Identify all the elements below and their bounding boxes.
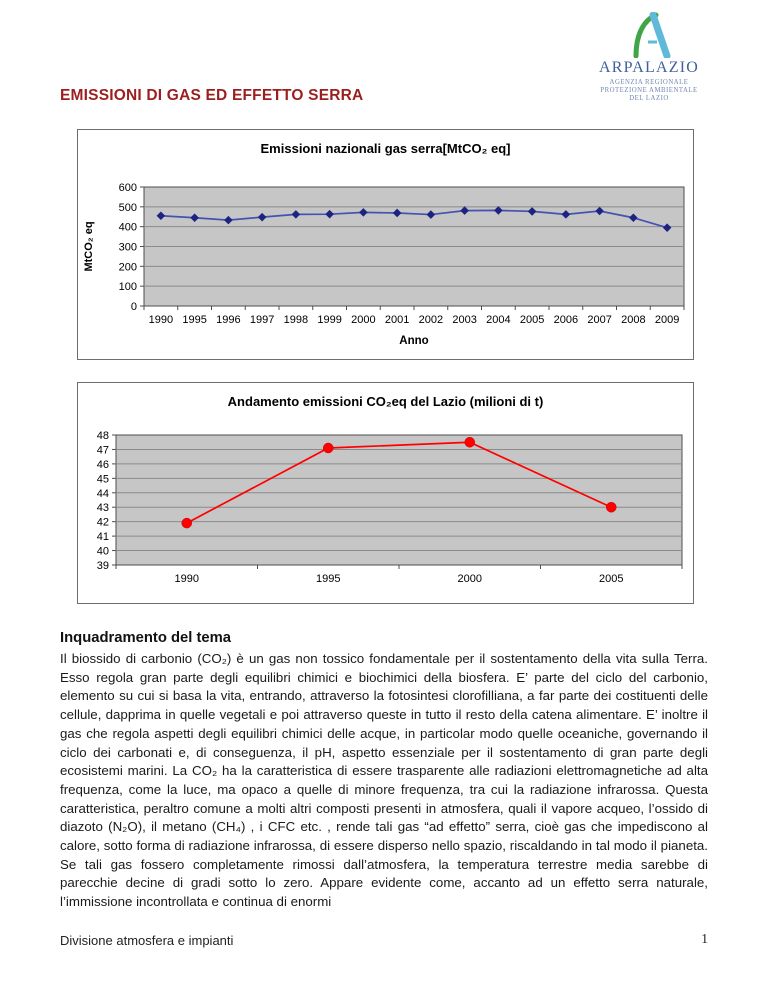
x-tick-label: 1999 [317,314,341,326]
y-tick-label: 200 [119,261,137,273]
x-tick-label: 1997 [250,314,274,326]
data-point-marker [190,213,199,223]
x-tick-label: 2005 [599,573,623,585]
x-tick-label: 1995 [182,314,206,326]
y-tick-label: 44 [97,488,109,500]
data-point-marker [156,211,166,221]
data-point-marker [606,501,617,513]
logo-subtitle-line: DEL LAZIO [629,95,669,102]
y-tick-label: 47 [97,444,109,456]
logo-subtitle-line: PROTEZIONE AMBIENTALE [600,87,698,94]
section-heading: Inquadramento del tema [60,630,232,646]
footer-division-label: Divisione atmosfera e impianti [60,933,234,948]
arpalazio-logo: ARPALAZIO AGENZIA REGIONALE PROTEZIONE A… [588,12,710,103]
x-tick-label: 2009 [655,314,679,326]
x-tick-label: 1998 [284,314,308,326]
x-tick-label: 1990 [149,314,173,326]
data-point-marker [291,210,301,219]
y-tick-label: 600 [119,182,137,194]
chart-line [186,441,612,524]
plot-area [115,434,683,566]
y-tick-label: 43 [97,502,109,514]
data-point-marker [392,208,402,218]
chart-title: Emissioni nazionali gas serra[MtCO₂ eq] [260,141,511,156]
x-tick-label: 2005 [520,314,544,326]
national-emissions-plot: 0 100 200 300 400 500 600 1990 1995 1996 1997 1998 1… [83,182,685,326]
section-body-text: Il biossido di carbonio (CO₂) è un gas n… [60,651,708,910]
x-tick-label: 1990 [175,573,199,585]
y-tick-label: 46 [97,459,109,471]
arpalazio-a-icon [633,12,671,58]
y-tick-label: 400 [119,222,137,234]
data-point-marker [629,213,638,223]
x-tick-label: 1996 [216,314,240,326]
y-tick-label: 40 [97,546,109,558]
x-tick-label: 2002 [419,314,443,326]
data-point-marker [595,206,604,216]
chart-title: Andamento emissioni CO₂eq del Lazio (mil… [227,394,544,409]
logo-wordmark: ARPALAZIO [599,59,699,76]
x-tick-label: 1995 [316,573,340,585]
y-tick-label: 300 [119,242,137,254]
y-tick-label: 0 [131,301,137,313]
page-title: EMISSIONI DI GAS ED EFFETTO SERRA [60,87,364,104]
x-axis-title: Anno [399,335,429,347]
data-point-marker [662,223,672,232]
y-tick-label: 100 [119,281,137,293]
page-number: 1 [701,931,708,946]
y-tick-label: 42 [97,517,109,529]
data-point-marker [257,212,267,222]
lazio-emissions-plot: 39 40 41 42 43 44 45 46 47 48 1990 1995 2000 2005 [97,430,683,585]
chart-lazio-emissions: 39 40 41 42 43 44 45 46 47 48 1990 1995 2000 2005 And… [77,382,694,604]
y-tick-label: 41 [97,531,109,543]
x-tick-label: 2007 [587,314,611,326]
logo-subtitle-line: AGENZIA REGIONALE [609,79,689,86]
x-tick-label: 2001 [385,314,409,326]
data-point-marker [426,210,436,219]
data-point-marker [464,436,475,448]
x-tick-label: 2000 [458,573,482,585]
chart-line [160,209,668,229]
x-tick-label: 2004 [486,314,510,326]
x-tick-label: 2000 [351,314,375,326]
y-tick-label: 39 [97,560,109,572]
chart-national-emissions: 0 100 200 300 400 500 600 1990 1995 1996 1997 1998 1… [77,129,694,360]
y-tick-label: 48 [97,430,109,442]
x-tick-label: 2003 [452,314,476,326]
x-tick-label: 2008 [621,314,645,326]
x-tick-label: 2006 [554,314,578,326]
logo-subtitle: AGENZIA REGIONALE PROTEZIONE AMBIENTALE … [588,79,710,103]
data-point-marker [323,442,334,454]
y-axis-title: MtCO₂ eq [83,221,95,271]
y-tick-label: 500 [119,202,137,214]
logo-blue-bar [649,12,671,58]
data-point-marker [181,517,192,529]
data-point-marker [325,209,334,219]
y-tick-label: 45 [97,473,109,485]
